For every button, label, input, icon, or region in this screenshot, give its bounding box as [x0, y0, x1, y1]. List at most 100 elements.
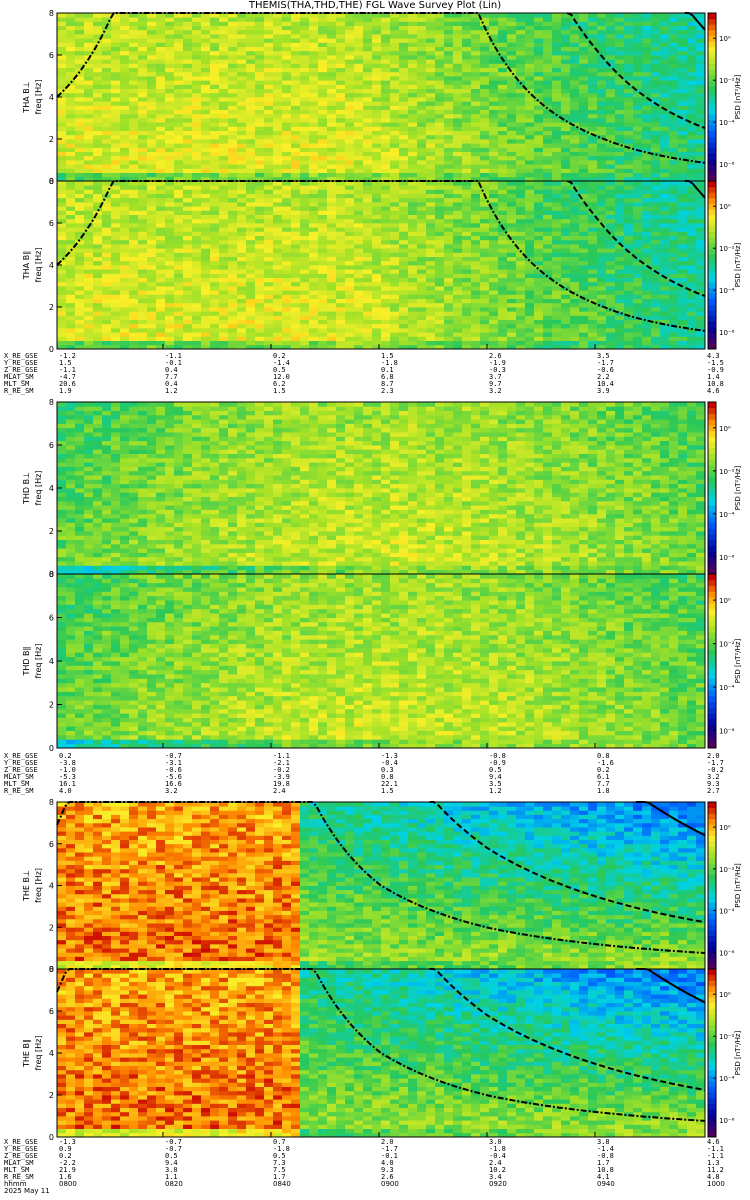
spectrogram-cell — [507, 219, 516, 224]
spectrogram-cell — [417, 72, 426, 77]
spectrogram-cell — [507, 227, 516, 232]
spectrogram-cell — [381, 160, 390, 165]
spectrogram-cell — [210, 294, 219, 299]
spectrogram-cell — [408, 315, 417, 320]
spectrogram-cell — [363, 21, 372, 26]
spectrogram-cell — [597, 76, 606, 81]
spectrogram-cell — [381, 269, 390, 274]
spectrogram-cell — [480, 13, 489, 18]
spectrogram-cell — [390, 227, 399, 232]
spectrogram-cell — [102, 227, 111, 232]
spectrogram-cell — [453, 286, 462, 291]
spectrogram-cell — [426, 152, 435, 157]
spectrogram-cell — [201, 51, 210, 56]
spectrogram-cell — [444, 30, 453, 35]
spectrogram-cell — [381, 55, 390, 60]
spectrogram-cell — [93, 198, 102, 203]
spectrogram-cell — [291, 290, 300, 295]
spectrogram-cell — [642, 38, 651, 43]
spectrogram-cell — [399, 286, 408, 291]
spectrogram-cell — [309, 185, 318, 190]
spectrogram-cell — [354, 194, 363, 199]
spectrogram-cell — [318, 248, 327, 253]
spectrogram-cell — [264, 51, 273, 56]
spectrogram-cell — [147, 227, 156, 232]
spectrogram-cell — [219, 231, 228, 236]
spectrogram-cell — [444, 248, 453, 253]
spectrogram-cell — [102, 299, 111, 304]
spectrogram-cell — [138, 236, 147, 241]
spectrogram-cell — [138, 189, 147, 194]
spectrogram-cell — [561, 42, 570, 47]
spectrogram-cell — [210, 265, 219, 270]
spectrogram-cell — [210, 147, 219, 152]
spectrogram-cell — [102, 89, 111, 94]
spectrogram-cell — [66, 294, 75, 299]
spectrogram-cell — [345, 341, 354, 346]
spectrogram-cell — [687, 168, 696, 173]
spectrogram-cell — [651, 84, 660, 89]
spectrogram-cell — [174, 160, 183, 165]
spectrogram-cell — [408, 206, 417, 211]
spectrogram-cell — [66, 328, 75, 333]
spectrogram-cell — [129, 114, 138, 119]
spectrogram-cell — [111, 76, 120, 81]
spectrogram-cell — [426, 219, 435, 224]
spectrogram-cell — [66, 202, 75, 207]
spectrogram-cell — [336, 76, 345, 81]
spectrogram-cell — [84, 164, 93, 169]
spectrogram-cell — [399, 248, 408, 253]
spectrogram-cell — [336, 307, 345, 312]
spectrogram-cell — [111, 135, 120, 140]
spectrogram-cell — [174, 299, 183, 304]
spectrogram-cell — [345, 185, 354, 190]
spectrogram-cell — [606, 156, 615, 161]
spectrogram-cell — [282, 147, 291, 152]
spectrogram-cell — [471, 202, 480, 207]
spectrogram-cell — [147, 257, 156, 262]
spectrogram-cell — [561, 156, 570, 161]
spectrogram-cell — [435, 198, 444, 203]
spectrogram-cell — [453, 89, 462, 94]
spectrogram-cell — [165, 336, 174, 341]
spectrogram-cell — [363, 299, 372, 304]
spectrogram-cell — [318, 219, 327, 224]
spectrogram-cell — [516, 332, 525, 337]
spectrogram-cell — [354, 110, 363, 115]
spectrogram-cell — [480, 244, 489, 249]
spectrogram-cell — [210, 231, 219, 236]
spectrogram-cell — [480, 252, 489, 257]
colorbar-step — [708, 80, 716, 86]
spectrogram-cell — [219, 206, 228, 211]
spectrogram-cell — [219, 236, 228, 241]
spectrogram-cell — [633, 139, 642, 144]
spectrogram-cell — [453, 198, 462, 203]
spectrogram-cell — [471, 189, 480, 194]
spectrogram-cell — [372, 118, 381, 123]
spectrogram-cell — [660, 97, 669, 102]
spectrogram-cell — [426, 194, 435, 199]
spectrogram-cell — [381, 105, 390, 110]
spectrogram-cell — [462, 332, 471, 337]
spectrogram-cell — [219, 135, 228, 140]
spectrogram-cell — [606, 34, 615, 39]
spectrogram-cell — [129, 240, 138, 245]
spectrogram-cell — [579, 42, 588, 47]
spectrogram-cell — [228, 63, 237, 68]
spectrogram-cell — [354, 185, 363, 190]
spectrogram-cell — [66, 181, 75, 186]
spectrogram-cell — [597, 63, 606, 68]
spectrogram-cell — [237, 341, 246, 346]
spectrogram-cell — [318, 240, 327, 245]
spectrogram-cell — [246, 76, 255, 81]
spectrogram-cell — [165, 227, 174, 232]
spectrogram-cell — [57, 152, 66, 157]
spectrogram-cell — [93, 278, 102, 283]
spectrogram-cell — [660, 173, 669, 178]
spectrogram-cell — [390, 173, 399, 178]
spectrogram-cell — [300, 194, 309, 199]
spectrogram-cell — [525, 76, 534, 81]
spectrogram-cell — [372, 320, 381, 325]
spectrogram-cell — [219, 152, 228, 157]
spectrogram-cell — [156, 219, 165, 224]
